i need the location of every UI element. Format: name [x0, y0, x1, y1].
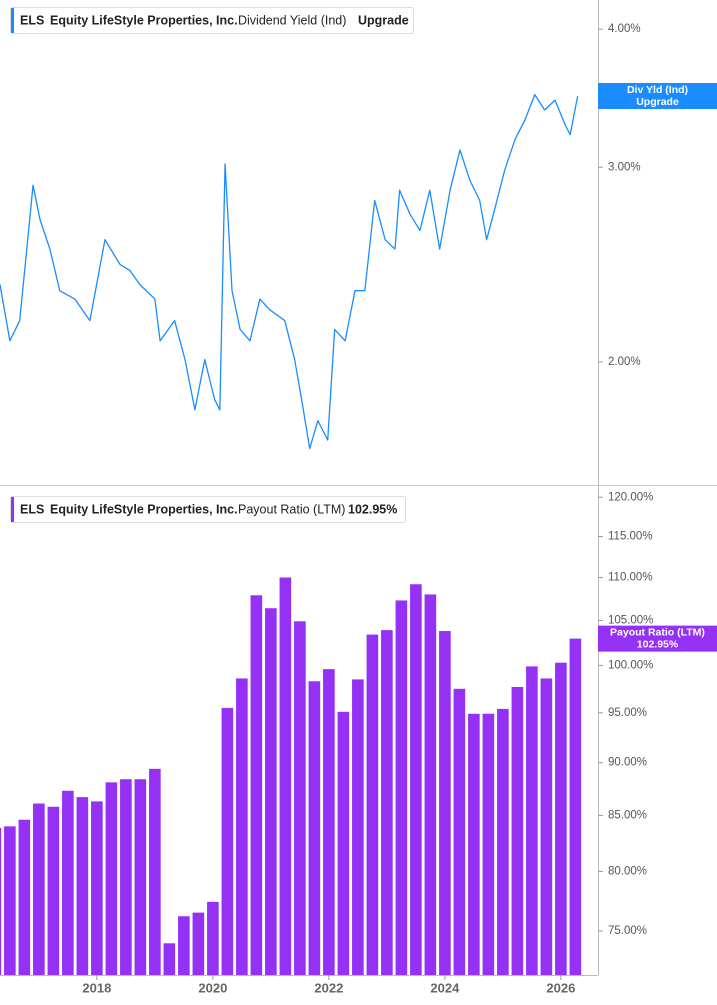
bar: [105, 782, 118, 975]
bar: [279, 577, 292, 975]
x-tick-label: 2024: [430, 980, 460, 995]
bar: [424, 594, 437, 975]
bar: [381, 630, 393, 975]
bar: [76, 797, 89, 975]
bar: [134, 779, 147, 975]
y-tick-label: 95.00%: [608, 707, 647, 719]
y-tick-label: 4.00%: [608, 23, 641, 35]
bar: [4, 826, 16, 975]
bar: [352, 679, 364, 975]
bar: [120, 779, 132, 975]
header-value: 102.95%: [348, 502, 397, 516]
bar: [308, 681, 321, 975]
bar: [18, 819, 31, 975]
bar: [337, 711, 350, 975]
panel: [0, 577, 582, 975]
bar: [468, 713, 480, 975]
value-tag-value: Upgrade: [636, 96, 679, 108]
ticker: ELS: [20, 13, 44, 27]
bar: [569, 638, 582, 975]
value-tag-title: Div Yld (Ind): [627, 84, 688, 96]
header-top: ELS Equity LifeStyle Properties, Inc. Di…: [10, 7, 414, 34]
line-series: [0, 93, 579, 450]
bar: [178, 916, 190, 975]
bar: [221, 707, 234, 975]
bar: [236, 678, 248, 975]
value-tag: [598, 625, 717, 652]
header-box: [10, 7, 414, 34]
bar: [410, 584, 422, 975]
y-tick-label: 3.00%: [608, 161, 641, 173]
y-tick-label: 100.00%: [608, 659, 653, 671]
metric: Payout Ratio (LTM): [238, 502, 345, 516]
bar: [33, 803, 45, 975]
bar: [163, 943, 176, 975]
y-tick-label: 120.00%: [608, 491, 653, 503]
bar: [192, 912, 205, 975]
bar: [482, 713, 495, 975]
bar: [439, 631, 451, 975]
metric: Dividend Yield (Ind): [238, 13, 346, 27]
value-tag-value: 102.95%: [637, 638, 679, 650]
bar: [511, 686, 524, 975]
bar: [47, 806, 60, 975]
x-tick-label: 2026: [546, 980, 575, 995]
header-accent: [11, 8, 14, 33]
bar: [453, 688, 466, 975]
x-tick-label: 2018: [82, 980, 111, 995]
bar: [526, 666, 538, 975]
bar: [294, 621, 306, 975]
header-value[interactable]: Upgrade: [358, 13, 409, 27]
header-accent: [11, 497, 14, 522]
y-tick-label: 105.00%: [608, 614, 653, 626]
bar: [497, 708, 509, 975]
y-tick-label: 115.00%: [608, 531, 653, 543]
bar: [207, 901, 219, 975]
panel: [0, 93, 579, 450]
plot-layer: [0, 93, 582, 975]
company: Equity LifeStyle Properties, Inc.: [50, 502, 238, 516]
x-tick-label: 2022: [314, 980, 343, 995]
bar: [395, 600, 408, 975]
bar: [91, 801, 103, 975]
value-tag-title: Payout Ratio (LTM): [610, 626, 705, 638]
x-tick-label: 2020: [198, 980, 227, 995]
y-tick-label: 110.00%: [608, 572, 653, 584]
bar: [265, 608, 277, 975]
bar: [149, 768, 161, 975]
bar: [250, 595, 263, 975]
value-tag: [598, 82, 717, 109]
bar: [555, 662, 567, 975]
header-bottom: ELS Equity LifeStyle Properties, Inc. Pa…: [10, 496, 406, 523]
y-tick-label: 85.00%: [608, 809, 647, 821]
y-tick-label: 80.00%: [608, 865, 647, 877]
bar: [323, 669, 335, 975]
header-box: [10, 496, 406, 523]
y-tick-label: 2.00%: [608, 356, 641, 368]
company: Equity LifeStyle Properties, Inc.: [50, 13, 238, 27]
bar: [540, 678, 553, 975]
ticker: ELS: [20, 502, 44, 516]
bar: [366, 634, 379, 975]
bar: [0, 827, 2, 975]
bar: [62, 790, 74, 975]
y-tick-label: 90.00%: [608, 757, 647, 769]
y-tick-label: 75.00%: [608, 925, 647, 937]
